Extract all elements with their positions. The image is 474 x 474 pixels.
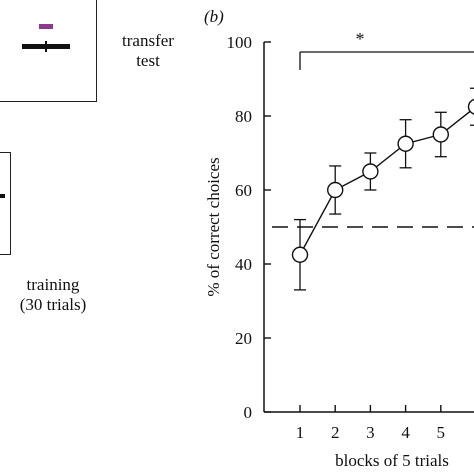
data-point	[397, 135, 414, 152]
training-stimulus	[0, 194, 5, 198]
x-tick-label: 5	[437, 423, 446, 442]
data-point	[432, 126, 449, 143]
data-point	[362, 163, 379, 180]
y-tick-label: 20	[235, 329, 252, 348]
x-tick-label: 2	[331, 423, 340, 442]
stimulus-tick	[45, 41, 47, 52]
transfer-test-box	[0, 0, 97, 102]
data-point	[467, 98, 474, 115]
transfer-label: transfer test	[122, 31, 174, 71]
x-tick-label: 4	[401, 423, 410, 442]
data-point	[327, 181, 344, 199]
x-axis-label: blocks of 5 trials	[335, 451, 449, 470]
y-tick-label: 100	[227, 33, 253, 52]
y-axis-label: % of correct choices	[204, 157, 223, 296]
small-purple-stimulus	[39, 24, 53, 29]
training-box	[0, 152, 11, 255]
significance-bracket: *	[299, 29, 474, 70]
data-point	[291, 246, 309, 263]
x-tick-label: 1	[296, 423, 305, 442]
series-line	[299, 107, 474, 256]
significance-star: *	[356, 29, 365, 49]
y-tick-label: 40	[235, 255, 252, 274]
y-tick-label: 60	[235, 181, 252, 200]
y-tick-label: 80	[235, 107, 252, 126]
training-label: training (30 trials)	[19, 275, 87, 315]
y-tick-label: 0	[244, 403, 253, 422]
panel-b-label: (b)	[204, 7, 224, 26]
x-tick-label: 3	[366, 423, 375, 442]
